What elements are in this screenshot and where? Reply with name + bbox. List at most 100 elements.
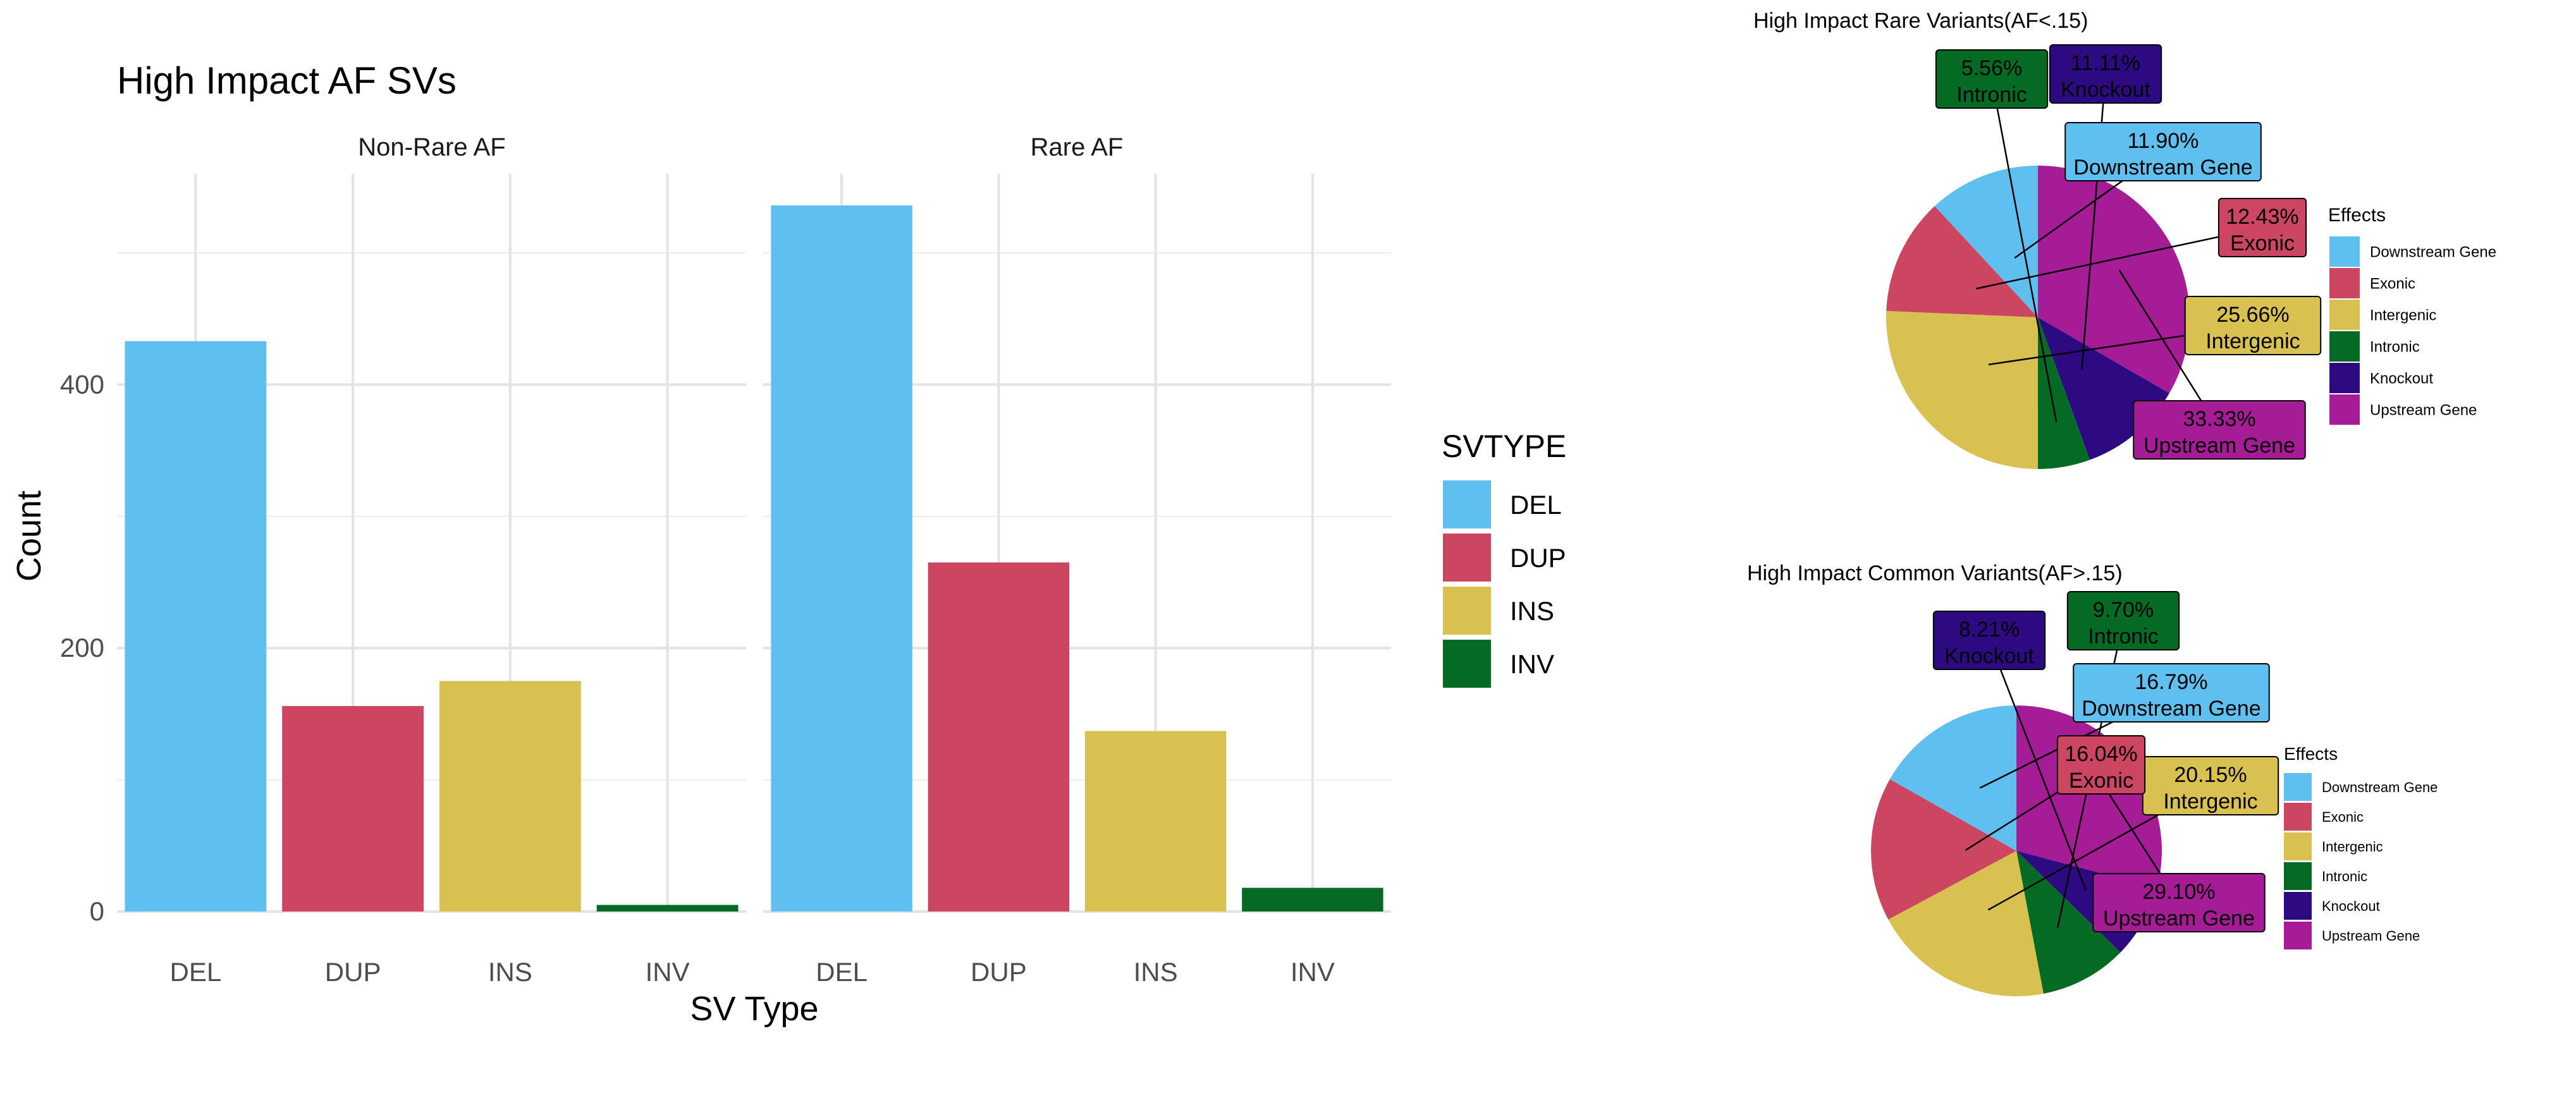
pie-label-box [2217,198,2307,257]
bar-legend-title: SVTYPE [1442,429,1566,464]
pie-label-name: Upstream Gene [2144,434,2295,458]
bar-rare-af-del [771,205,912,912]
pie-label-percent: 29.10% [2142,880,2215,904]
leader-line [1975,226,2263,290]
pie-legend-swatch-downstream-gene [2329,236,2360,267]
pie-label-percent: 11.90% [2128,129,2199,153]
legend-swatch-del [1443,480,1491,528]
pie-label-intergenic: 20.15% Intergenic [2142,756,2279,815]
pie-label-percent: 20.15% [2174,763,2247,787]
facet-panel-rare: DEL DUP INS INV [763,174,1391,987]
pie-rare-title: High Impact Rare Variants(AF<.15) [1753,9,2088,33]
x-tick-label: INV [1291,957,1335,987]
legend-label-ins: INS [1510,596,1554,626]
pie-legend-swatch-upstream-gene [2284,922,2312,949]
legend-label-del: DEL [1510,490,1562,520]
facet-strip-label-non-rare: Non-Rare AF [358,133,505,161]
pie-label-exonic: 16.04% Exonic [2056,735,2146,795]
facet-panel-non-rare: DEL DUP INS INV [117,174,746,987]
pie-label-percent: 9.70% [2093,598,2154,622]
bar-rare-af-inv [1242,888,1383,912]
bar-rare-af-ins [1084,731,1227,912]
pie-label-exonic: 12.43%Exonic [2217,198,2307,257]
pie-label-box [2056,735,2146,795]
pie-slice-downstream-gene [1889,705,2016,851]
pie-legend-swatch-intergenic [2329,300,2360,330]
pie-common-labels: 29.10%Upstream Gene 8.21%Knockout 9.70% Int… [1932,591,2279,932]
pie-label-name: Knockout [1944,644,2034,668]
legend-label-dup: DUP [1510,543,1566,573]
pie-legend-label-downstream-gene: Downstream Gene [2322,779,2438,795]
pie-label-downstream-gene: 16.79% Downstream Gene [2073,663,2270,723]
pie-legend-swatch-knockout [2329,363,2360,393]
pie-label-box [2092,873,2266,932]
x-tick-label: INS [1134,957,1178,987]
pie-label-name: Knockout [2061,78,2150,102]
pie-label-downstream-gene: 11.90% Downstream Gene [2064,122,2262,181]
x-tick-label: DEL [816,957,868,987]
pie-label-percent: 8.21% [1959,618,2020,642]
x-tick-label: INV [646,957,690,987]
bar-legend-keys: DEL DUP INS INV [1443,480,1566,688]
pie-legend-label-upstream-gene: Upstream Gene [2322,928,2420,944]
pie-label-percent: 11.11% [2071,51,2140,75]
pie-common-slices [1870,705,2162,996]
pie-legend-label-exonic: Exonic [2370,276,2415,293]
pie-common-legend: Downstream Gene Exonic Intergenic Intronic K… [2284,773,2438,949]
x-tick-label: INS [488,957,532,987]
pie-slice-intronic [2016,851,2121,994]
pie-chart-rare: High Impact Rare Variants(AF<.15) 33.33%… [1753,9,2496,469]
pie-label-percent: 16.04% [2064,742,2137,766]
pie-legend-swatch-downstream-gene [2284,773,2312,801]
y-axis-title: Count [10,491,48,582]
pie-common-title: High Impact Common Variants(AF>.15) [1747,561,2123,585]
pie-label-percent: 33.33% [2183,407,2255,431]
pie-label-box [2064,122,2262,181]
pie-legend-label-intronic: Intronic [2370,339,2420,356]
pie-label-name: Exonic [2069,769,2133,793]
pie-legend-label-intergenic: Intergenic [2322,839,2383,855]
pie-rare-legend-title: Effects [2328,205,2386,226]
pie-legend-label-exonic: Exonic [2322,809,2364,825]
pie-label-box [2184,296,2322,355]
pie-label-box [2066,591,2180,650]
y-tick-label: 0 [90,896,104,926]
pie-label-name: Intergenic [2163,790,2257,814]
pie-legend-label-downstream-gene: Downstream Gene [2370,244,2496,261]
bar-non-rare-af-del [125,341,267,912]
x-tick-label: DUP [971,957,1027,987]
pie-label-name: Intronic [2088,625,2159,649]
pie-label-intergenic: 25.66%Intergenic [2184,296,2322,355]
bar-non-rare-af-dup [282,705,424,912]
legend-swatch-dup [1443,534,1491,582]
x-tick-label: DUP [325,957,381,987]
pie-legend-swatch-upstream-gene [2329,394,2360,425]
pie-legend-label-knockout: Knockout [2370,370,2433,387]
legend-swatch-inv [1443,640,1491,688]
y-tick-label: 400 [60,369,104,399]
pie-legend-swatch-intronic [2284,862,2312,890]
pie-label-percent: 16.79% [2135,670,2207,694]
pie-label-percent: 5.56% [1961,56,2022,80]
pie-rare-labels: 33.33% Upstream Gene 11.11% Knockout 5.56% In… [1935,44,2322,460]
pie-rare-legend: Downstream Gene Exonic Intergenic Intronic K… [2329,236,2496,425]
pie-label-name: Downstream Gene [2082,697,2260,721]
legend-swatch-ins [1443,587,1491,635]
pie-label-box [2073,663,2270,723]
pie-label-upstream-gene: 29.10%Upstream Gene [2092,873,2266,932]
pie-label-box [2049,44,2162,104]
pie-label-name: Intergenic [2205,329,2300,353]
pie-label-percent: 12.43% [2226,205,2298,229]
bar-non-rare-af-ins [439,681,581,912]
pie-label-box [1932,611,2046,670]
pie-label-box [1935,49,2049,109]
pie-label-upstream-gene: 33.33% Upstream Gene [2133,400,2306,460]
pie-label-percent: 25.66% [2216,303,2289,327]
pie-label-knockout: 8.21%Knockout [1932,611,2046,670]
pie-legend-swatch-exonic [2284,803,2312,831]
pie-slice-intergenic [1886,310,2038,469]
pie-slice-downstream-gene [1934,166,2038,317]
pie-label-box [2133,400,2306,460]
y-tick-label: 200 [60,633,104,662]
pie-label-name: Upstream Gene [2103,906,2255,930]
